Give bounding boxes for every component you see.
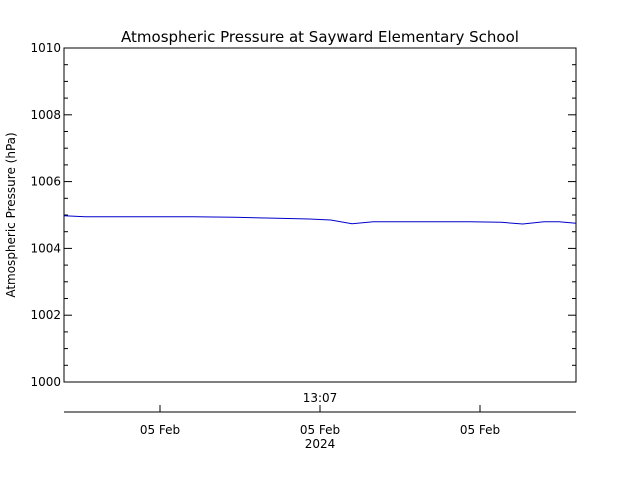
- x-tick-label: 05 Feb: [300, 423, 340, 437]
- chart-title: Atmospheric Pressure at Sayward Elementa…: [121, 28, 519, 46]
- y-tick-label: 1000: [30, 375, 61, 389]
- y-tick-label: 1008: [30, 108, 61, 122]
- x-tick-label: 05 Feb: [140, 423, 180, 437]
- y-axis-tick-labels: 1000 1002 1004 1006 1008 1010: [30, 41, 61, 389]
- x-axis-tick-labels: 05 Feb 05 Feb 05 Feb: [140, 423, 500, 437]
- y-tick-label: 1010: [30, 41, 61, 55]
- y-axis-label: Atmospheric Pressure (hPa): [4, 132, 18, 297]
- plot-frame: [63, 47, 577, 383]
- x-axis-time-label: 13:07: [303, 391, 338, 405]
- x-axis-ticks: [159, 405, 481, 412]
- y-axis-ticks: [64, 47, 576, 383]
- y-tick-label: 1004: [30, 241, 61, 255]
- x-tick-label: 05 Feb: [460, 423, 500, 437]
- y-tick-label: 1006: [30, 175, 61, 189]
- x-axis-year-label: 2024: [305, 437, 336, 451]
- pressure-series-line: [63, 215, 577, 225]
- y-tick-label: 1002: [30, 308, 61, 322]
